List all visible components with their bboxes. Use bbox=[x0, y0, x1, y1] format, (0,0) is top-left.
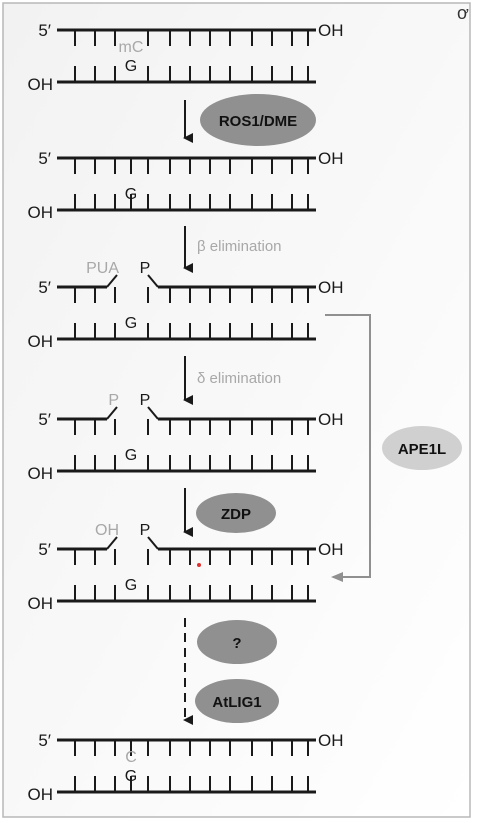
stage-3-bottom-oh-label: OH bbox=[28, 332, 54, 351]
stage-6-bottom-oh-label: OH bbox=[28, 785, 54, 804]
stage-5-top-oh-label: OH bbox=[318, 540, 344, 559]
corner-mark: ơ bbox=[457, 3, 469, 23]
stage-6-top-oh-label: OH bbox=[318, 731, 344, 750]
enzyme-zdp-ellipse bbox=[196, 493, 276, 533]
stage-3-five-prime-label: 5′ bbox=[38, 278, 51, 297]
stage-4-bottom-base: G bbox=[125, 447, 137, 464]
stage-1-top-base: mC bbox=[119, 39, 144, 56]
stage-4-left-end-group: P bbox=[108, 392, 119, 409]
stage-6-bottom-base: G bbox=[125, 768, 137, 785]
stage-2-bottom-oh-label: OH bbox=[28, 203, 54, 222]
stage-6-five-prime-label: 5′ bbox=[38, 731, 51, 750]
stage-3-right-end-group: P bbox=[140, 260, 151, 277]
stage-1-top-oh-label: OH bbox=[318, 21, 344, 40]
stage-3-bottom-base: G bbox=[125, 315, 137, 332]
stage-3-top-oh-label: OH bbox=[318, 278, 344, 297]
enzyme-unknown-label: ? bbox=[232, 635, 241, 652]
stage-4-right-end-group: P bbox=[140, 392, 151, 409]
enzyme-ape1l-ellipse bbox=[382, 426, 462, 470]
enzyme-unknown-ellipse bbox=[197, 620, 277, 664]
stage-3-nick-right-end bbox=[147, 274, 159, 288]
stage-4-nick-left-end bbox=[106, 406, 118, 420]
stage-5-right-end-group: P bbox=[140, 522, 151, 539]
reaction-delta-elimination: δ elimination bbox=[197, 370, 281, 387]
enzyme-atlig1-label: AtLIG1 bbox=[212, 694, 261, 711]
stage-5-nick-right-end bbox=[147, 536, 159, 550]
enzyme-ros1-dme-label: ROS1/DME bbox=[219, 113, 297, 130]
ape1l-bypass-arrow bbox=[325, 314, 371, 582]
enzyme-ape1l-label: APE1L bbox=[398, 441, 446, 458]
stage-2-five-prime-label: 5′ bbox=[38, 149, 51, 168]
stage-3-left-end-group: PUA bbox=[86, 260, 119, 277]
stage-5-bottom-base: G bbox=[125, 577, 137, 594]
red-marker-dot bbox=[197, 563, 201, 567]
stage-5-left-end-group: OH bbox=[95, 522, 119, 539]
stage-4-bottom-oh-label: OH bbox=[28, 464, 54, 483]
stage-5-nick-left-end bbox=[106, 536, 118, 550]
enzyme-atlig1-ellipse bbox=[195, 679, 279, 723]
stage-3-nick-left-end bbox=[106, 274, 118, 288]
stage-1-bottom-base: G bbox=[125, 58, 137, 75]
stage-4-nick-right-end bbox=[147, 406, 159, 420]
stage-2-top-oh-label: OH bbox=[318, 149, 344, 168]
stage-5-five-prime-label: 5′ bbox=[38, 540, 51, 559]
stage-4-five-prime-label: 5′ bbox=[38, 410, 51, 429]
stage-2-bottom-base: G bbox=[125, 186, 137, 203]
stage-4-top-oh-label: OH bbox=[318, 410, 344, 429]
stage-1-five-prime-label: 5′ bbox=[38, 21, 51, 40]
stage-5-bottom-oh-label: OH bbox=[28, 594, 54, 613]
stage-6-top-base: C bbox=[125, 749, 137, 766]
enzyme-zdp-label: ZDP bbox=[221, 506, 251, 523]
reaction-beta-elimination: β elimination bbox=[197, 238, 282, 255]
enzyme-ros1-dme-ellipse bbox=[200, 94, 316, 146]
stage-1-bottom-oh-label: OH bbox=[28, 75, 54, 94]
